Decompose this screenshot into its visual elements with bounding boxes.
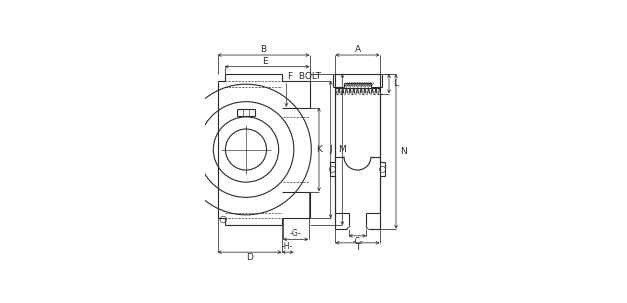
Text: D: D	[246, 253, 253, 262]
Text: A: A	[354, 45, 361, 55]
Text: -C-: -C-	[352, 237, 363, 245]
Text: -H-: -H-	[282, 242, 293, 251]
Text: T: T	[355, 244, 360, 252]
Text: B: B	[261, 45, 266, 55]
Text: F  BOLT: F BOLT	[288, 72, 320, 81]
Text: E: E	[262, 57, 268, 66]
Text: L: L	[393, 79, 398, 88]
Text: M: M	[339, 145, 346, 154]
Text: J: J	[329, 145, 332, 154]
Text: -G-: -G-	[290, 229, 302, 238]
Text: N: N	[400, 147, 407, 156]
Text: K: K	[316, 145, 322, 154]
